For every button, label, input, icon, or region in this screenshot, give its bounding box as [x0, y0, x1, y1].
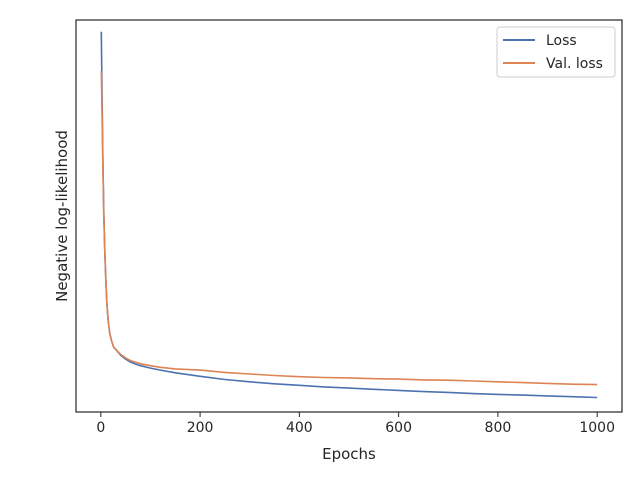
axes-frame: [75, 19, 623, 413]
series-line-loss: [100, 31, 598, 399]
legend-label-loss: Loss: [546, 33, 577, 49]
x-tick-label: 200: [187, 420, 214, 436]
x-tick-label: 1000: [579, 420, 615, 436]
x-tick-label: 0: [96, 420, 105, 436]
legend: Loss Val. loss: [496, 26, 616, 78]
x-tick-label: 600: [385, 420, 412, 436]
x-axis-label: Epochs: [322, 445, 376, 463]
x-tick-label: 800: [485, 420, 512, 436]
x-tick-label: 400: [286, 420, 313, 436]
x-axis: 0 200 400 600 800 1000: [96, 412, 615, 436]
series-line-val-loss: [100, 70, 598, 386]
y-axis-label: Negative log-likelihood: [53, 130, 71, 302]
plot-area: [100, 31, 598, 399]
legend-label-val-loss: Val. loss: [546, 56, 603, 72]
